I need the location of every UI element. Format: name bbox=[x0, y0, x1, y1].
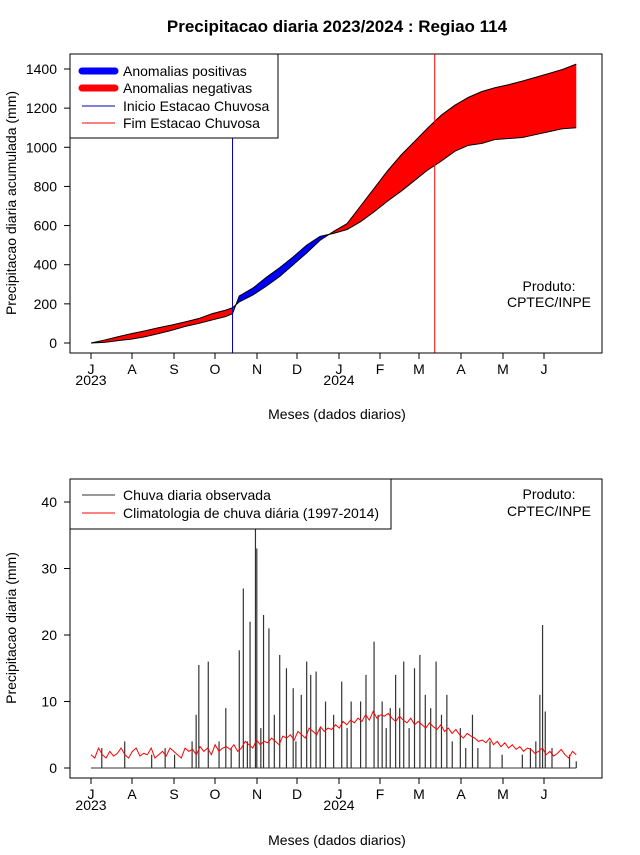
bottom-x-tick-label: F bbox=[376, 786, 385, 802]
top-y-tick-label: 800 bbox=[34, 178, 58, 194]
bottom-x-tick-label: J bbox=[541, 786, 548, 802]
top-x-tick-label: O bbox=[210, 361, 221, 377]
legend-negative-label: Anomalias negativas bbox=[123, 80, 252, 96]
bottom-xlabel: Meses (dados diarios) bbox=[268, 832, 406, 848]
bottom-year-2024: 2024 bbox=[323, 797, 354, 813]
top-y-tick-label: 200 bbox=[34, 296, 58, 312]
top-y-tick-label: 1200 bbox=[26, 100, 57, 116]
top-y-tick-label: 0 bbox=[49, 335, 57, 351]
bottom-x-tick-label: D bbox=[292, 786, 302, 802]
bottom-x-tick-label: O bbox=[210, 786, 221, 802]
bottom-product-org: CPTEC/INPE bbox=[507, 503, 591, 519]
bottom-year-2023: 2023 bbox=[75, 797, 106, 813]
negative-anomaly-area bbox=[330, 64, 577, 234]
bottom-x-tick-label: M bbox=[497, 786, 509, 802]
bottom-x-tick-label: A bbox=[127, 786, 137, 802]
legend-start-label: Inicio Estacao Chuvosa bbox=[123, 98, 270, 114]
bottom-x-tick-label: A bbox=[456, 786, 466, 802]
legend-end-label: Fim Estacao Chuvosa bbox=[123, 115, 260, 131]
top-x-tick-label: A bbox=[127, 361, 137, 377]
observed-accumulated-line bbox=[91, 128, 576, 343]
bottom-y-tick-label: 10 bbox=[41, 694, 57, 710]
top-x-tick-label: D bbox=[292, 361, 302, 377]
top-product-org: CPTEC/INPE bbox=[507, 294, 591, 310]
bottom-x-tick-label: M bbox=[413, 786, 425, 802]
legend-climatology-label: Climatologia de chuva diária (1997-2014) bbox=[123, 505, 379, 521]
legend-observed-label: Chuva diaria observada bbox=[123, 487, 271, 503]
top-ylabel: Precipitacao diaria acumulada (mm) bbox=[3, 91, 19, 315]
top-xlabel: Meses (dados diarios) bbox=[268, 406, 406, 422]
top-x-tick-label: N bbox=[252, 361, 262, 377]
bottom-y-tick-label: 0 bbox=[49, 760, 57, 776]
bottom-x-tick-label: N bbox=[252, 786, 262, 802]
bottom-legend: Chuva diaria observada Climatologia de c… bbox=[70, 479, 391, 529]
top-x-tick-label: F bbox=[376, 361, 385, 377]
legend-positive-label: Anomalias positivas bbox=[123, 63, 247, 79]
bottom-ylabel: Precipitacao diaria (mm) bbox=[3, 552, 19, 704]
bottom-y-tick-label: 30 bbox=[41, 561, 57, 577]
top-x-tick-label: M bbox=[497, 361, 509, 377]
top-legend: Anomalias positivas Anomalias negativas … bbox=[70, 54, 278, 138]
top-x-tick-label: S bbox=[169, 361, 178, 377]
top-year-2023: 2023 bbox=[75, 372, 106, 388]
top-x-tick-label: M bbox=[413, 361, 425, 377]
top-year-2024: 2024 bbox=[323, 372, 354, 388]
bottom-product-label: Produto: bbox=[523, 486, 576, 502]
top-y-tick-label: 600 bbox=[34, 218, 58, 234]
top-product-label: Produto: bbox=[523, 278, 576, 294]
negative-anomaly-area bbox=[92, 303, 236, 343]
top-y-tick-label: 400 bbox=[34, 257, 58, 273]
top-y-tick-label: 1400 bbox=[26, 61, 57, 77]
top-x-tick-label: A bbox=[456, 361, 466, 377]
bottom-x-tick-label: S bbox=[169, 786, 178, 802]
top-x-tick-label: J bbox=[541, 361, 548, 377]
top-y-tick-label: 1000 bbox=[26, 139, 57, 155]
bottom-y-tick-label: 40 bbox=[41, 494, 57, 510]
figure-title: Precipitacao diaria 2023/2024 : Regiao 1… bbox=[167, 17, 508, 36]
bottom-y-tick-label: 20 bbox=[41, 627, 57, 643]
